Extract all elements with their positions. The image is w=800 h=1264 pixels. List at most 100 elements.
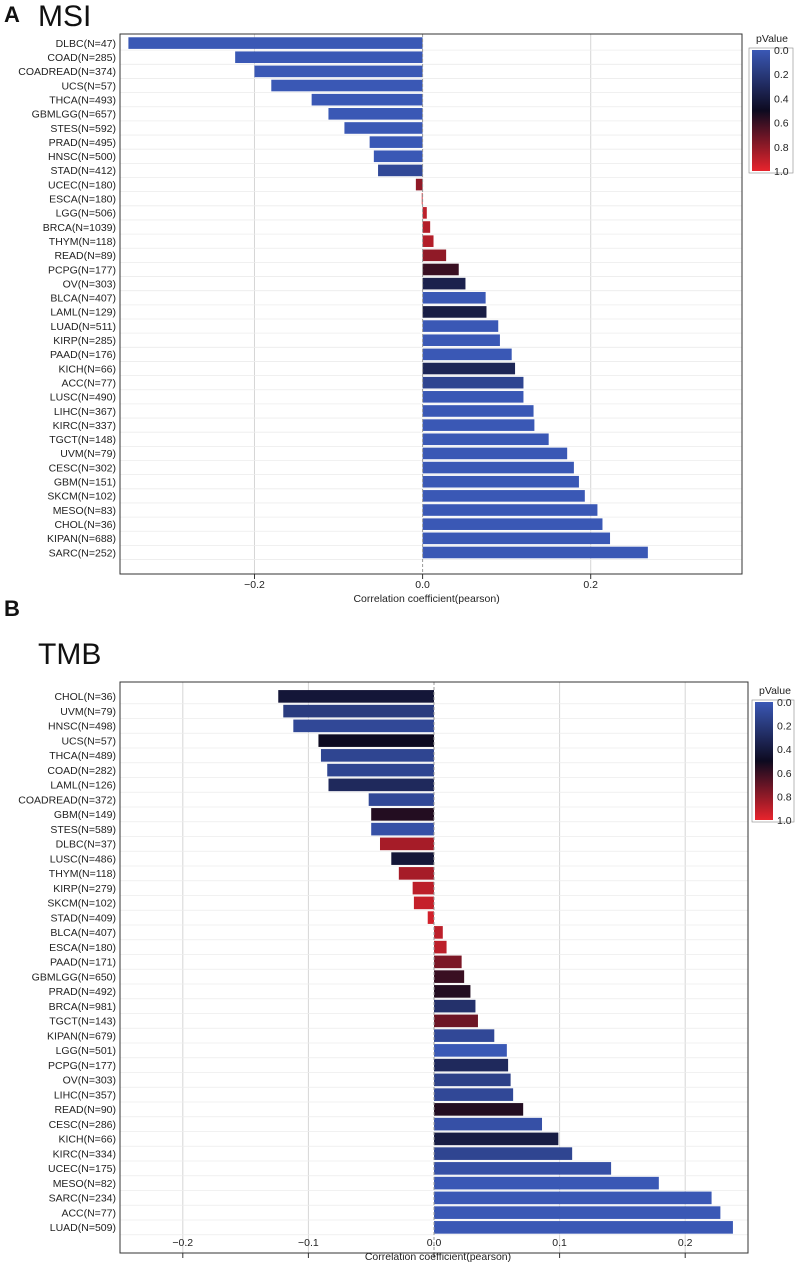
x-tick-label: −0.2 [244, 579, 265, 591]
category-label: OV(N=303) [63, 1075, 116, 1087]
category-label: SKCM(N=102) [47, 898, 116, 910]
category-label: COAD(N=285) [47, 52, 116, 64]
bar [434, 1088, 514, 1101]
category-label: SARC(N=234) [49, 1193, 116, 1205]
bar [293, 719, 434, 733]
bar [422, 263, 459, 276]
category-label: KICH(N=66) [59, 1134, 116, 1146]
bar [434, 1058, 509, 1072]
category-label: GBMLGG(N=650) [32, 971, 116, 983]
bar [422, 221, 431, 233]
category-label: THYM(N=118) [49, 236, 116, 248]
legend-title: pValue [756, 33, 788, 45]
category-label: STES(N=589) [50, 824, 116, 836]
bar [327, 763, 434, 777]
category-label: KIPAN(N=679) [47, 1030, 116, 1042]
category-label: UVM(N=79) [60, 448, 116, 460]
legend-colorbar [752, 50, 770, 171]
legend-tick-label: 0.8 [777, 791, 792, 803]
bar [278, 690, 434, 703]
bar [422, 518, 603, 530]
category-label: ESCA(N=180) [49, 194, 116, 206]
bar [422, 419, 535, 431]
category-label: TGCT(N=143) [49, 1016, 116, 1028]
bar [434, 985, 471, 998]
category-label: STAD(N=412) [51, 165, 116, 177]
bar [434, 1191, 712, 1205]
category-label: PRAD(N=495) [49, 137, 116, 149]
category-label: LUSC(N=490) [50, 392, 116, 404]
bar [235, 51, 423, 64]
category-label: DLBC(N=47) [56, 38, 116, 50]
category-label: MESO(N=83) [53, 505, 116, 517]
category-label: HNSC(N=500) [48, 151, 116, 163]
category-label: CHOL(N=36) [54, 691, 116, 703]
bar [434, 926, 443, 939]
category-label: KIPAN(N=688) [47, 533, 116, 545]
category-label: GBM(N=151) [54, 477, 116, 489]
bar [413, 896, 434, 910]
category-label: MESO(N=82) [53, 1178, 116, 1190]
legend-tick-label: 1.0 [774, 166, 789, 178]
x-tick-label: 0.1 [552, 1237, 567, 1249]
bar [422, 306, 487, 318]
bar [422, 391, 524, 403]
bar [254, 65, 423, 78]
plot-frame [119, 33, 743, 575]
category-label: COADREAD(N=372) [18, 794, 116, 806]
bar [422, 320, 499, 332]
bar [422, 348, 512, 361]
category-label: LAML(N=126) [50, 780, 116, 792]
category-label: LUAD(N=511) [51, 321, 116, 333]
bar [434, 1132, 559, 1146]
bar [434, 1014, 478, 1028]
category-label: LAML(N=129) [50, 307, 116, 319]
category-label: KIRP(N=285) [53, 335, 116, 347]
category-label: SKCM(N=102) [47, 491, 116, 503]
category-label: UVM(N=79) [60, 706, 116, 718]
bar [373, 150, 423, 163]
category-label: BLCA(N=407) [50, 927, 116, 939]
category-label: UCS(N=57) [61, 735, 116, 747]
category-label: PCPG(N=177) [48, 264, 116, 276]
category-label: COADREAD(N=374) [18, 66, 116, 78]
legend-tick-label: 0.2 [774, 69, 789, 81]
legend-tick-label: 0.0 [774, 45, 789, 57]
category-label: CHOL(N=36) [54, 519, 116, 531]
category-label: KICH(N=66) [59, 363, 116, 375]
category-label: KIRP(N=279) [53, 883, 116, 895]
legend-box [748, 47, 794, 174]
category-label: BRCA(N=981) [49, 1001, 116, 1013]
category-label: DLBC(N=37) [56, 839, 116, 851]
x-axis-title: Correlation coefficient(pearson) [353, 593, 499, 605]
category-label: COAD(N=282) [47, 765, 116, 777]
bar [369, 136, 423, 148]
x-tick-label: 0.0 [415, 579, 430, 591]
x-tick-label: −0.1 [298, 1237, 319, 1249]
category-label: READ(N=89) [54, 250, 116, 262]
category-label: HNSC(N=498) [48, 721, 116, 733]
category-label: PCPG(N=177) [48, 1060, 116, 1072]
legend-tick-label: 1.0 [777, 815, 792, 827]
category-label: ESCA(N=180) [49, 942, 116, 954]
x-axis-title: Correlation coefficient(pearson) [365, 1251, 511, 1263]
category-label: LIHC(N=367) [54, 406, 116, 418]
bar [434, 1044, 507, 1057]
bar [311, 93, 423, 106]
bar [128, 37, 423, 49]
bar [434, 1103, 524, 1116]
bar [434, 1221, 733, 1234]
bar [415, 178, 423, 191]
category-label: PAAD(N=176) [50, 349, 116, 361]
legend-tick-label: 0.6 [774, 118, 789, 130]
bar [422, 207, 427, 219]
bar [434, 970, 465, 983]
panel-a-title: MSI [38, 0, 91, 33]
category-label: BRCA(N=1039) [43, 222, 116, 234]
category-label: ACC(N=77) [61, 1207, 116, 1219]
category-label: KIRC(N=334) [53, 1148, 116, 1160]
legend-box [751, 699, 795, 823]
bar [434, 999, 476, 1013]
category-label: LGG(N=506) [56, 208, 116, 220]
bar [344, 122, 423, 134]
